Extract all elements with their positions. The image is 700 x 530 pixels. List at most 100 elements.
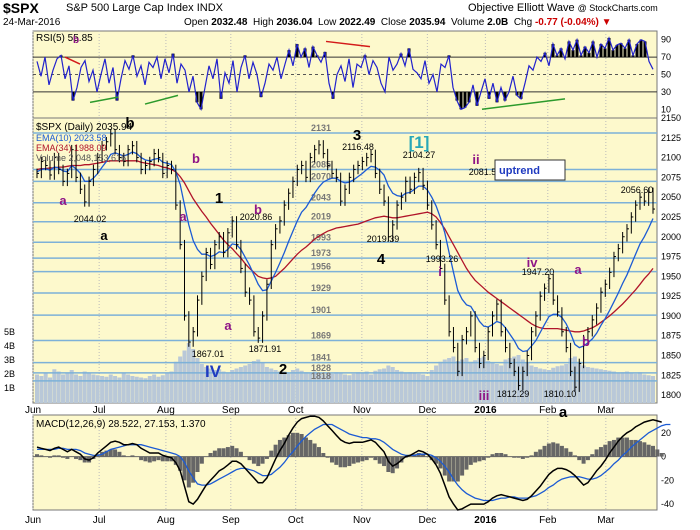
macd-histogram-bar: [451, 456, 456, 482]
fib-level-label: 1828: [311, 363, 331, 373]
macd-histogram-bar: [455, 456, 460, 482]
macd-histogram-bar: [538, 449, 543, 457]
volume-bar: [637, 372, 642, 403]
rsi-overbought-fill: [559, 48, 563, 58]
macd-histogram-bar: [546, 443, 551, 457]
volume-bar: [160, 375, 165, 403]
macd-y-tick: 20: [661, 428, 671, 438]
macd-histogram-bar: [282, 437, 287, 457]
price-y-tick: 1800: [661, 390, 681, 400]
volume-bar: [238, 367, 243, 403]
macd-histogram-bar: [78, 456, 83, 461]
wave-label: a: [179, 209, 187, 224]
macd-histogram-bar: [473, 456, 478, 463]
price-y-tick: 1925: [661, 291, 681, 301]
volume-bar: [607, 370, 612, 403]
volume-bar: [52, 369, 57, 403]
macd-histogram-bar: [490, 454, 495, 457]
macd-histogram-bar: [208, 453, 213, 457]
price-y-tick: 2000: [661, 232, 681, 242]
macd-histogram-bar: [256, 456, 261, 467]
fib-level-label: 2043: [311, 193, 331, 203]
macd-histogram-bar: [347, 456, 352, 467]
macd-x-tick: Oct: [288, 515, 304, 526]
volume-bar: [39, 376, 44, 403]
volume-bar: [564, 364, 569, 403]
macd-histogram-bar: [620, 437, 625, 457]
macd-histogram-bar: [464, 456, 469, 470]
volume-bar: [104, 376, 109, 403]
macd-line: [36, 415, 662, 511]
rsi-line: [36, 36, 654, 112]
macd-histogram-bar: [299, 434, 304, 457]
rsi-overbought-fill: [583, 46, 587, 58]
ohlc-quote: Open 2032.48 High 2036.04 Low 2022.49 Cl…: [184, 17, 612, 28]
volume-y-tick: 3B: [4, 355, 15, 365]
price-x-tick: Dec: [418, 405, 436, 416]
wave-label: 3: [353, 127, 361, 144]
price-label: 1810.10: [544, 389, 577, 399]
macd-histogram-bar: [234, 448, 239, 457]
macd-histogram-bar: [121, 455, 126, 457]
volume-bar: [143, 378, 148, 403]
rsi-overbought-fill: [619, 43, 623, 58]
macd-histogram-bar: [356, 456, 361, 463]
macd-histogram-bar: [577, 456, 582, 461]
price-label: 1812.29: [497, 389, 530, 399]
symbol-description: S&P 500 Large Cap Index INDX: [66, 2, 223, 14]
volume-bar: [559, 365, 564, 403]
volume-bar: [295, 368, 300, 403]
volume-bar: [360, 373, 365, 403]
brand-label: Objective Elliott Wave @ StockCharts.com: [468, 2, 658, 14]
price-label: 2081.56: [469, 167, 502, 177]
volume-bar: [35, 374, 39, 403]
price-label: 2020.86: [240, 212, 273, 222]
macd-histogram-bar: [377, 456, 382, 464]
macd-histogram-bar: [308, 439, 313, 457]
macd-histogram-bar: [555, 443, 560, 457]
macd-histogram-bar: [325, 456, 330, 458]
fib-level-label: 2070: [311, 171, 331, 181]
price-title: $SPX (Daily) 2035.94: [36, 122, 133, 133]
rsi-overbought-fill: [599, 44, 603, 58]
macd-histogram-bar: [61, 456, 66, 458]
macd-histogram-bar: [139, 456, 144, 461]
volume-bar: [95, 375, 100, 403]
volume-bar: [386, 365, 391, 403]
volume-bar: [525, 362, 530, 403]
macd-x-tick: Mar: [597, 515, 615, 526]
volume-bar: [538, 368, 543, 403]
volume-bar: [338, 373, 343, 403]
macd-histogram-bar: [238, 451, 243, 457]
macd-histogram-bar: [117, 451, 122, 457]
legend-entry: EMA(10) 2023.58: [36, 133, 107, 143]
volume-bar: [616, 373, 621, 403]
price-label: 2019.39: [367, 234, 400, 244]
macd-histogram-bar: [421, 454, 426, 457]
volume-bar: [334, 372, 339, 403]
volume-y-tick: 5B: [4, 327, 15, 337]
rsi-overbought-fill: [407, 48, 411, 58]
macd-histogram-bar: [247, 456, 252, 461]
wave-label: a: [224, 318, 232, 333]
price-label: 2056.60: [621, 185, 654, 195]
price-y-tick: 2100: [661, 153, 681, 163]
volume-bar: [208, 368, 213, 403]
macd-histogram-bar: [585, 456, 590, 461]
macd-histogram-bar: [316, 447, 321, 457]
macd-histogram-bar: [312, 443, 317, 457]
volume-bar: [598, 369, 603, 403]
volume-bar: [429, 370, 434, 403]
wave-label: iii: [479, 388, 490, 403]
volume-bar: [173, 361, 178, 403]
macd-histogram-bar: [338, 456, 343, 468]
volume-bar: [234, 368, 239, 403]
price-y-tick: 1825: [661, 370, 681, 380]
divergence-line: [89, 96, 119, 104]
volume-bar: [312, 371, 317, 403]
macd-histogram-bar: [512, 456, 517, 458]
macd-histogram-bar: [286, 435, 291, 457]
macd-x-tick: Feb: [539, 515, 557, 526]
wave-label: iv: [527, 255, 539, 270]
macd-histogram-bar: [160, 456, 165, 462]
